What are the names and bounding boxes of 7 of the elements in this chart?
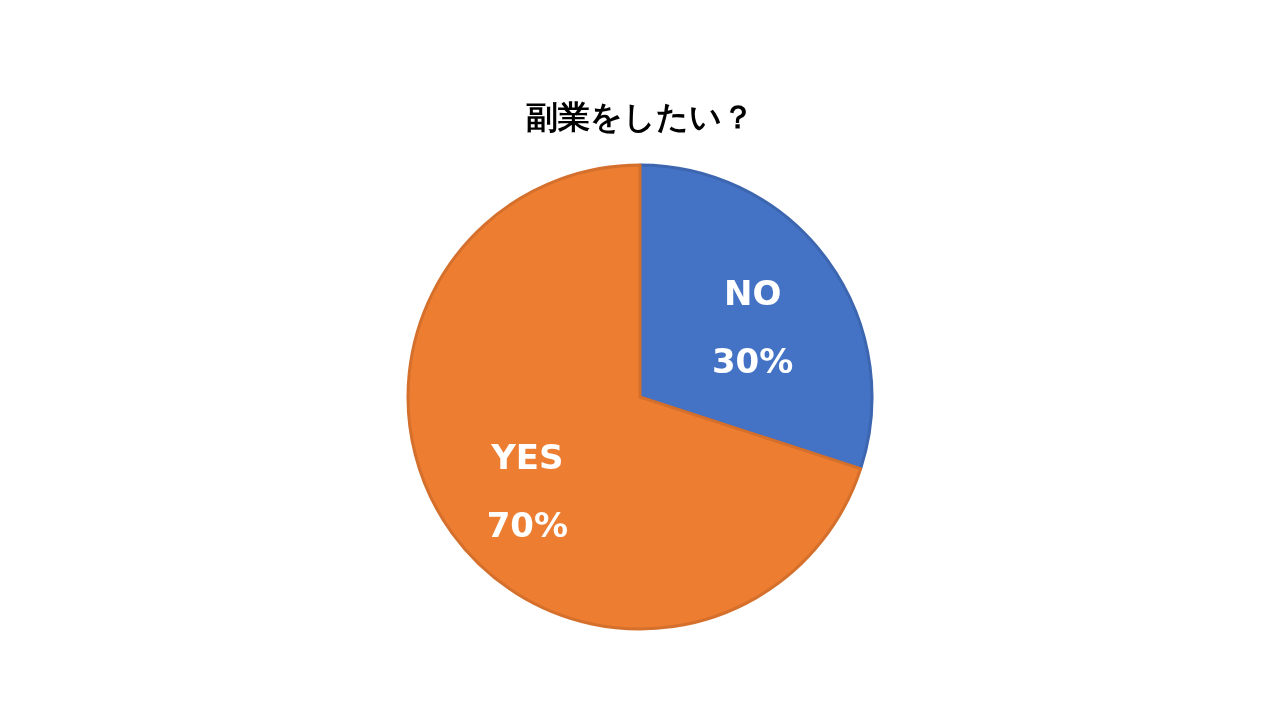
data-label: 30%	[711, 341, 794, 382]
pie-slice	[406, 163, 863, 631]
slice-label: YES	[490, 436, 564, 477]
pie-slice	[638, 163, 874, 471]
slice-label: NO	[723, 273, 782, 314]
chart-title: 副業をしたい？	[526, 98, 754, 136]
data-label: 70%	[486, 504, 569, 545]
